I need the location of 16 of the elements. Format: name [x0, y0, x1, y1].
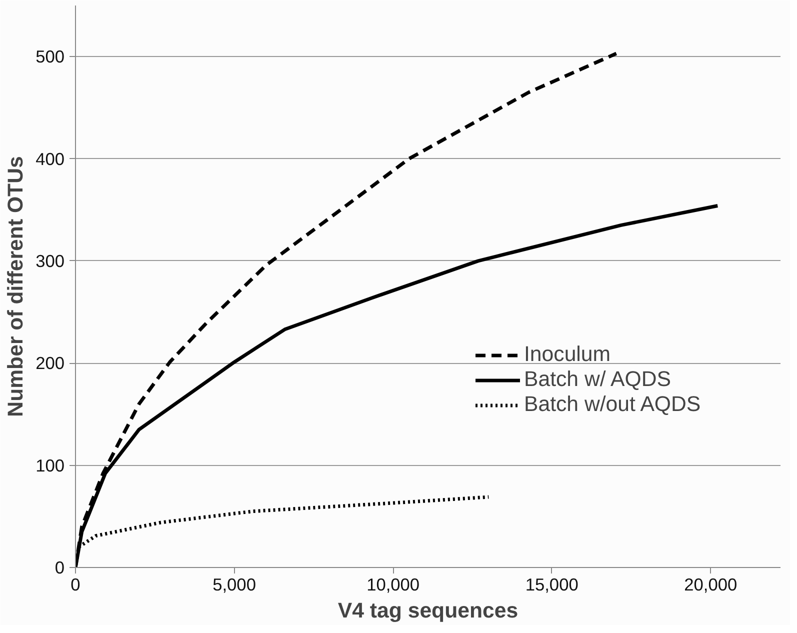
- y-tick-label: 100: [36, 455, 65, 476]
- x-tick-label: 5,000: [212, 574, 256, 594]
- legend-label: Batch w/out AQDS: [524, 392, 701, 417]
- x-tick-label: 0: [70, 574, 80, 594]
- x-tick-label: 10,000: [366, 574, 420, 594]
- x-tick-label: 20,000: [684, 574, 738, 594]
- y-tick-label: 400: [36, 148, 65, 169]
- legend-label: Batch w/ AQDS: [524, 367, 671, 392]
- y-axis-title: Number of different OTUs: [4, 156, 28, 417]
- y-tick-label: 0: [54, 558, 65, 578]
- x-tick-label: 15,000: [525, 574, 578, 594]
- y-tick-label: 500: [36, 46, 65, 67]
- legend-label: Inoculum: [524, 342, 611, 367]
- y-tick-label: 200: [36, 353, 65, 374]
- y-tick-label: 300: [36, 250, 65, 271]
- x-axis-title: V4 tag sequences: [338, 598, 518, 622]
